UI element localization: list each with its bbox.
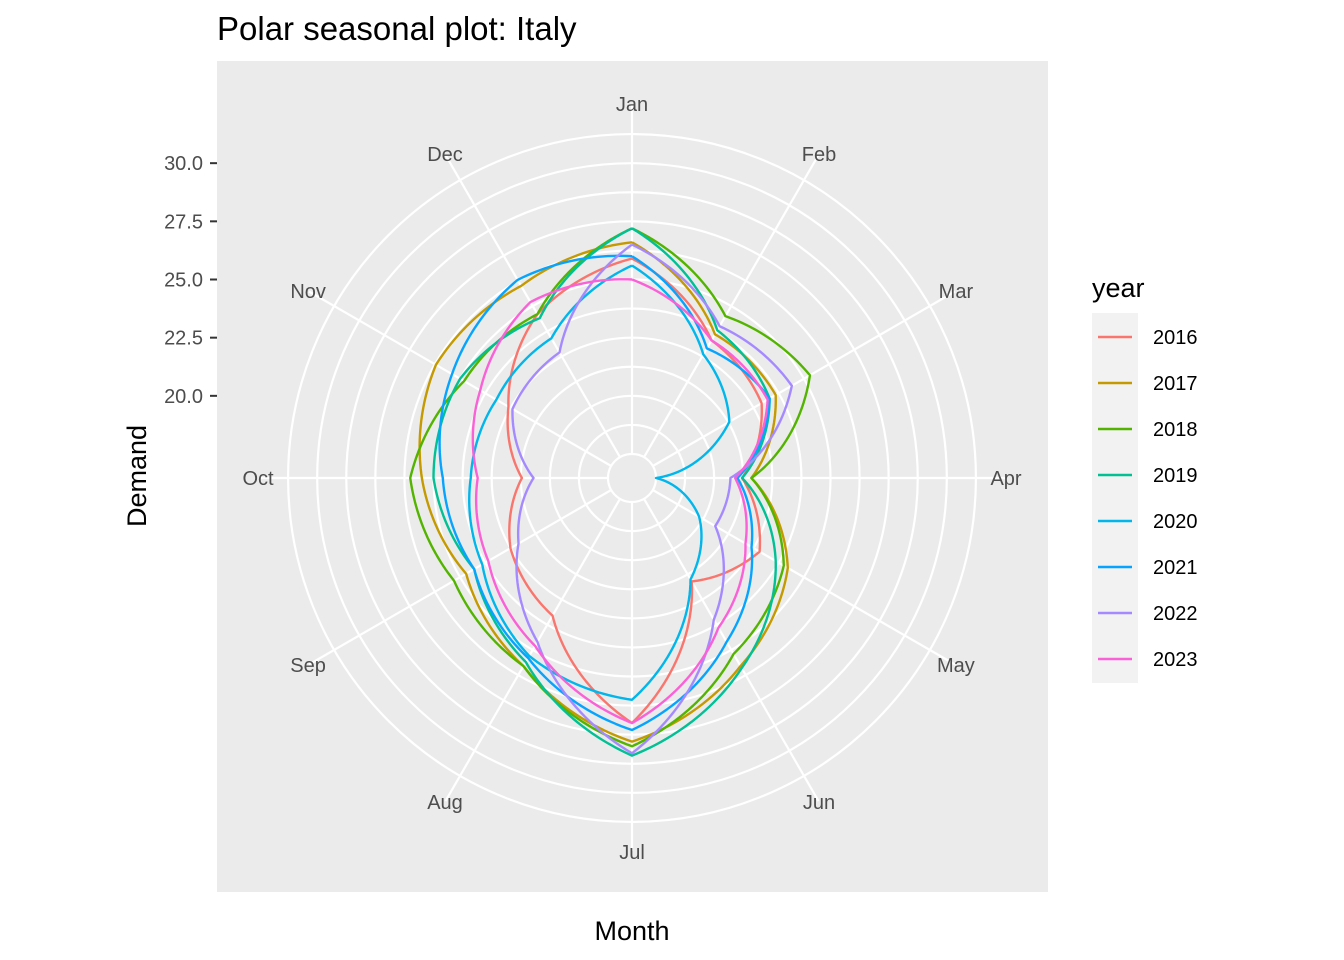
month-label-dec: Dec bbox=[427, 144, 463, 166]
legend-key-background bbox=[1092, 313, 1138, 683]
y-axis: 20.0 22.5 25.0 27.5 30.0 bbox=[164, 153, 217, 408]
series-line-2022 bbox=[511, 243, 794, 755]
spoke-feb bbox=[643, 154, 820, 458]
series-line-2020 bbox=[468, 264, 731, 701]
month-label-nov: Nov bbox=[290, 281, 326, 303]
y-tick-label: 30.0 bbox=[164, 153, 203, 175]
y-tick-label: 27.5 bbox=[164, 211, 203, 233]
y-tick-label: 25.0 bbox=[164, 270, 203, 292]
month-label-jul: Jul bbox=[619, 842, 645, 864]
legend-label-2016: 2016 bbox=[1153, 327, 1198, 349]
chart-title: Polar seasonal plot: Italy bbox=[217, 10, 577, 47]
month-label-may: May bbox=[937, 655, 975, 677]
month-labels: Jan Feb Mar Apr May Jun Jul Aug Sep Oct Nov Dec bbox=[242, 94, 1021, 864]
month-label-apr: Apr bbox=[990, 468, 1021, 490]
legend: year 2016 2017 2018 2019 2020 2021 2022 2023 bbox=[1092, 273, 1198, 683]
spoke-jun bbox=[643, 498, 820, 802]
legend-label-2022: 2022 bbox=[1153, 603, 1198, 625]
month-label-jan: Jan bbox=[616, 94, 648, 116]
month-label-feb: Feb bbox=[802, 144, 836, 166]
month-label-oct: Oct bbox=[242, 468, 274, 490]
spoke-sep bbox=[308, 489, 612, 666]
legend-items: 2016 2017 2018 2019 2020 2021 2022 2023 bbox=[1098, 327, 1198, 671]
legend-label-2021: 2021 bbox=[1153, 557, 1198, 579]
series-layer bbox=[409, 227, 812, 757]
legend-title: year bbox=[1092, 273, 1145, 303]
legend-label-2018: 2018 bbox=[1153, 419, 1198, 441]
month-label-mar: Mar bbox=[939, 281, 974, 303]
y-tick-label: 22.5 bbox=[164, 328, 203, 350]
y-axis-title: Demand bbox=[122, 425, 152, 527]
spoke-aug bbox=[444, 498, 621, 802]
spoke-may bbox=[652, 489, 956, 666]
legend-label-2019: 2019 bbox=[1153, 465, 1198, 487]
month-label-aug: Aug bbox=[427, 792, 463, 814]
legend-label-2020: 2020 bbox=[1153, 511, 1198, 533]
series-line-2023 bbox=[471, 278, 769, 725]
series-line-2017 bbox=[418, 241, 789, 743]
grid-layer bbox=[259, 105, 1005, 851]
spoke-mar bbox=[652, 290, 956, 467]
month-label-jun: Jun bbox=[803, 792, 835, 814]
x-axis-title: Month bbox=[594, 916, 669, 946]
series-line-2018 bbox=[409, 227, 812, 748]
legend-label-2023: 2023 bbox=[1153, 649, 1198, 671]
legend-label-2017: 2017 bbox=[1153, 373, 1198, 395]
month-label-sep: Sep bbox=[290, 655, 326, 677]
spoke-dec bbox=[444, 154, 621, 458]
y-tick-label: 20.0 bbox=[164, 386, 203, 408]
series-line-2021 bbox=[438, 254, 771, 732]
